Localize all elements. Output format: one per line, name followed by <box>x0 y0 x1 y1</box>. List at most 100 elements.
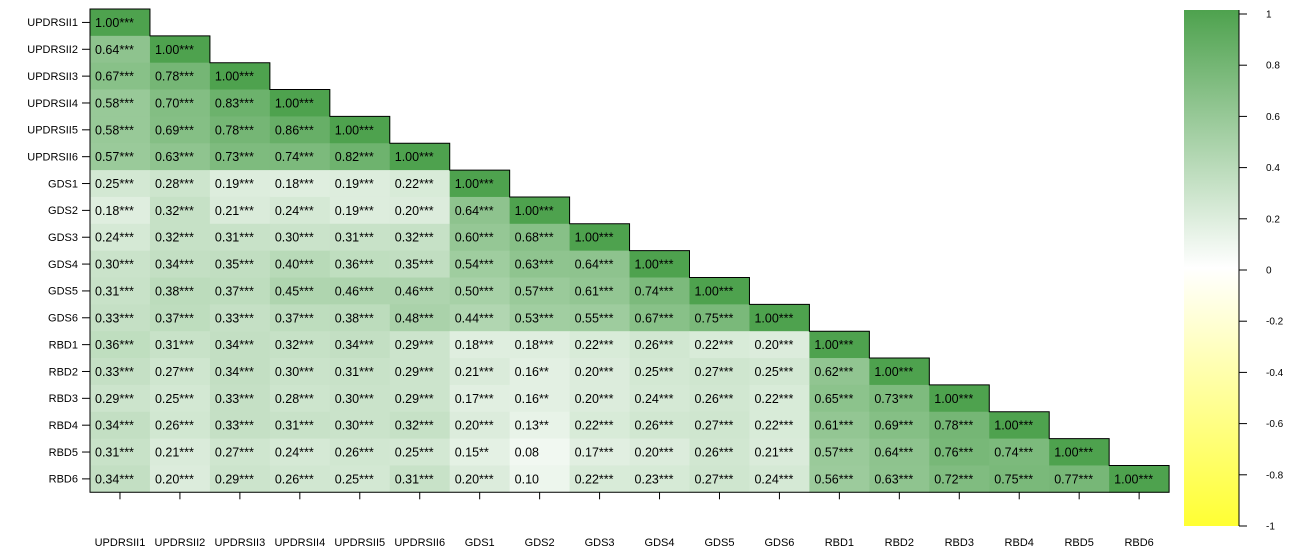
heatmap-cell <box>209 196 271 225</box>
cell-value-label: 1.00*** <box>455 177 494 191</box>
cell-value-label: 0.60*** <box>455 231 494 245</box>
cell-value-label: 0.34*** <box>155 258 194 272</box>
cell-value-label: 0.58*** <box>95 96 134 110</box>
heatmap-cell <box>149 62 211 90</box>
cell-value-label: 0.50*** <box>455 284 494 298</box>
heatmap-cell <box>90 465 151 493</box>
cell-value-label: 0.20*** <box>575 392 614 406</box>
heatmap-cell <box>149 170 211 198</box>
heatmap-cell <box>149 250 211 278</box>
heatmap-cell <box>869 465 930 493</box>
cell-value-label: 0.21*** <box>215 204 254 218</box>
heatmap-cell <box>209 223 271 252</box>
cell-value-label: 0.68*** <box>515 231 554 245</box>
cell-value-label: 0.23*** <box>635 472 674 486</box>
cell-value-label: 0.26*** <box>695 446 734 460</box>
heatmap-cell <box>90 331 151 359</box>
cell-value-label: 0.34*** <box>95 472 134 486</box>
cell-value-label: 0.61*** <box>575 284 614 298</box>
cell-value-label: 0.30*** <box>95 258 134 272</box>
cell-value-label: 0.17*** <box>455 392 494 406</box>
column-label: RBD4 <box>1005 537 1034 547</box>
cell-value-label: 0.33*** <box>215 419 254 433</box>
cell-value-label: 0.37*** <box>275 311 314 325</box>
heatmap-cell <box>809 384 870 413</box>
heatmap-cell <box>869 438 930 466</box>
heatmap-cell <box>329 304 391 332</box>
legend-tick-label: -0.6 <box>1266 419 1284 430</box>
heatmap-cell <box>90 411 151 439</box>
cell-value-label: 0.45*** <box>275 284 314 298</box>
cell-value-label: 0.34*** <box>95 419 134 433</box>
heatmap-cell <box>809 438 870 466</box>
cell-value-label: 0.16** <box>515 365 549 379</box>
cell-value-label: 1.00*** <box>275 96 314 110</box>
cell-value-label: 0.86*** <box>275 123 314 137</box>
cell-value-label: 0.63*** <box>515 258 554 272</box>
row-label: UPDRSII3 <box>27 71 78 83</box>
row-axis: UPDRSII1 UPDRSII2 UPDRSII3 UPDRSII4 UPDRSII5… <box>27 17 90 486</box>
heatmap-cell <box>389 170 451 198</box>
heatmap-cell <box>329 384 391 413</box>
cell-value-label: 1.00*** <box>155 43 194 57</box>
legend-tick-label: 0.8 <box>1266 61 1280 72</box>
heatmap-cell <box>509 277 570 305</box>
heatmap-cell <box>90 143 151 171</box>
cell-value-label: 0.78*** <box>155 70 194 84</box>
column-axis: UPDRSII1 UPDRSII2 UPDRSII3 UPDRSII4 UPDRSII5… <box>95 492 1154 547</box>
heatmap-cell <box>269 89 331 117</box>
cell-value-label: 0.20*** <box>395 204 434 218</box>
column-label: UPDRSII1 <box>95 537 146 547</box>
heatmap-cell <box>329 411 391 439</box>
cell-value-label: 0.15** <box>455 446 489 460</box>
heatmap-cell <box>269 196 331 225</box>
heatmap-cell <box>149 143 211 171</box>
heatmap-cell <box>149 196 211 225</box>
cell-value-label: 0.16** <box>515 392 549 406</box>
heatmap-cell <box>209 358 271 386</box>
heatmap-cell <box>449 438 511 466</box>
heatmap-cell <box>509 304 570 332</box>
heatmap-cell <box>90 196 151 225</box>
cell-value-label: 0.46*** <box>395 284 434 298</box>
cell-value-label: 0.18*** <box>275 177 314 191</box>
cell-value-label: 0.30*** <box>335 392 374 406</box>
cell-value-label: 0.62*** <box>814 365 853 379</box>
cell-value-label: 0.25*** <box>95 177 134 191</box>
cell-value-label: 0.57*** <box>95 150 134 164</box>
column-label: GDS2 <box>525 537 555 547</box>
cell-value-label: 0.67*** <box>635 311 674 325</box>
cell-value-label: 0.31*** <box>95 446 134 460</box>
heatmap-cell <box>269 384 331 413</box>
cell-value-label: 0.20*** <box>155 472 194 486</box>
heatmap-cell <box>329 250 391 278</box>
cell-value-label: 0.40*** <box>275 258 314 272</box>
heatmap-cell <box>809 358 870 386</box>
cell-value-label: 0.63*** <box>155 150 194 164</box>
heatmap-cell <box>509 384 570 413</box>
heatmap-cell <box>329 143 391 171</box>
heatmap-cell <box>449 223 511 252</box>
heatmap-cell <box>569 250 630 278</box>
cell-value-label: 0.82*** <box>335 150 374 164</box>
heatmap-cell <box>389 143 451 171</box>
cell-value-label: 0.26*** <box>695 392 734 406</box>
heatmap-cell <box>449 304 511 332</box>
cell-value-label: 0.67*** <box>95 70 134 84</box>
cell-value-label: 0.24*** <box>275 446 314 460</box>
cell-value-label: 0.44*** <box>455 311 494 325</box>
heatmap-cell <box>209 331 271 359</box>
row-label: RBD1 <box>49 339 78 351</box>
cell-value-label: 0.30*** <box>275 231 314 245</box>
cell-value-label: 0.56*** <box>814 472 853 486</box>
heatmap-cell <box>869 411 930 439</box>
heatmap-cell <box>689 277 750 305</box>
heatmap-cell <box>209 62 271 90</box>
heatmap-cell <box>449 384 511 413</box>
cell-value-label: 1.00*** <box>1114 472 1153 486</box>
cell-value-label: 0.33*** <box>95 311 134 325</box>
cell-value-label: 1.00*** <box>395 150 434 164</box>
heatmap-cell <box>749 465 810 493</box>
heatmap-cell <box>329 277 391 305</box>
column-label: RBD6 <box>1124 537 1153 547</box>
